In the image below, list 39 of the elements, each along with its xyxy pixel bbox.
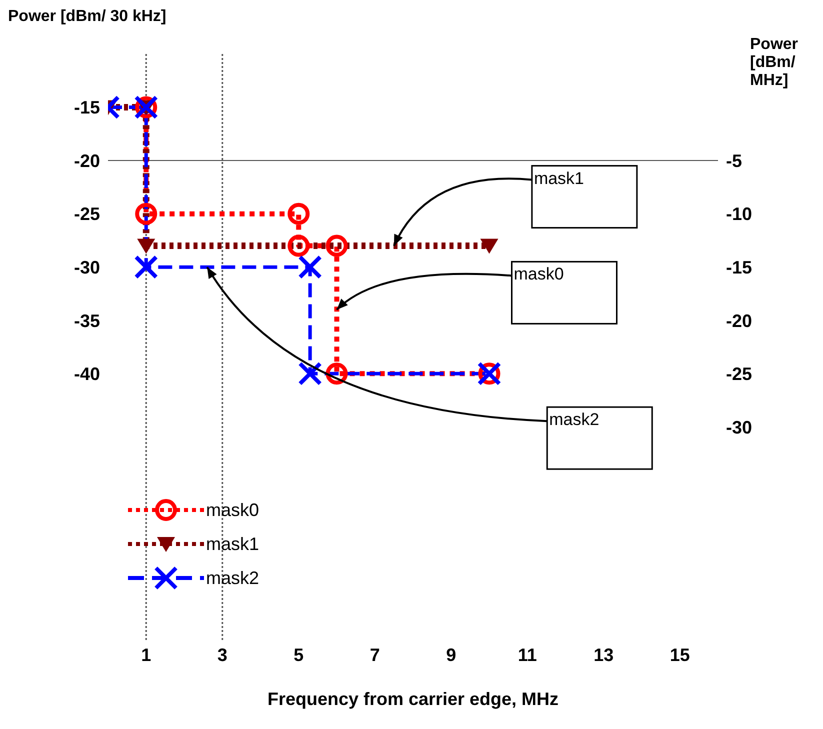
x-axis-title: Frequency from carrier edge, MHz — [267, 689, 559, 709]
y2-tick-label: -25 — [726, 364, 752, 384]
point — [288, 202, 310, 225]
point — [135, 202, 158, 225]
x-tick-label: 11 — [518, 644, 537, 665]
x-tick-label: 13 — [594, 644, 614, 665]
point — [298, 255, 322, 280]
point — [288, 234, 310, 257]
point — [137, 238, 156, 254]
y2-tick-label: -30 — [726, 417, 752, 438]
x-tick-label: 3 — [217, 644, 228, 665]
y2-tick-label: -5 — [726, 150, 742, 171]
y-tick-label: -35 — [74, 310, 100, 331]
legend-label: mask0 — [206, 500, 260, 520]
y-tick-label: -40 — [74, 364, 100, 384]
x-tick-label: 1 — [141, 644, 152, 665]
y-tick-label: -15 — [74, 98, 100, 118]
y-tick-label: -20 — [74, 150, 100, 171]
y2-tick-label: -10 — [726, 204, 752, 224]
y-tick-label: -30 — [74, 257, 100, 278]
x-tick-label: 5 — [294, 644, 304, 665]
point — [326, 362, 348, 385]
legend-label: mask1 — [206, 534, 260, 554]
y2-tick-label: -20 — [726, 310, 752, 331]
point — [326, 234, 348, 257]
annotation: mask1 — [534, 168, 584, 188]
x-tick-label: 15 — [670, 644, 690, 665]
x-tick-label: 7 — [370, 644, 380, 665]
annotation: mask0 — [514, 264, 564, 284]
y2-tick-label: -15 — [726, 257, 752, 278]
point — [298, 362, 322, 386]
legend-label: mask2 — [206, 568, 260, 588]
point — [480, 238, 498, 254]
annotation: mask2 — [549, 410, 600, 430]
y2-axis-title: Power [dBm/ MHz] — [750, 36, 800, 90]
point — [134, 255, 158, 280]
x-tick-label: 9 — [446, 644, 456, 665]
y-axis-title: Power [dBm/ 30 kHz] — [8, 8, 168, 26]
y-tick-label: -25 — [74, 204, 100, 224]
